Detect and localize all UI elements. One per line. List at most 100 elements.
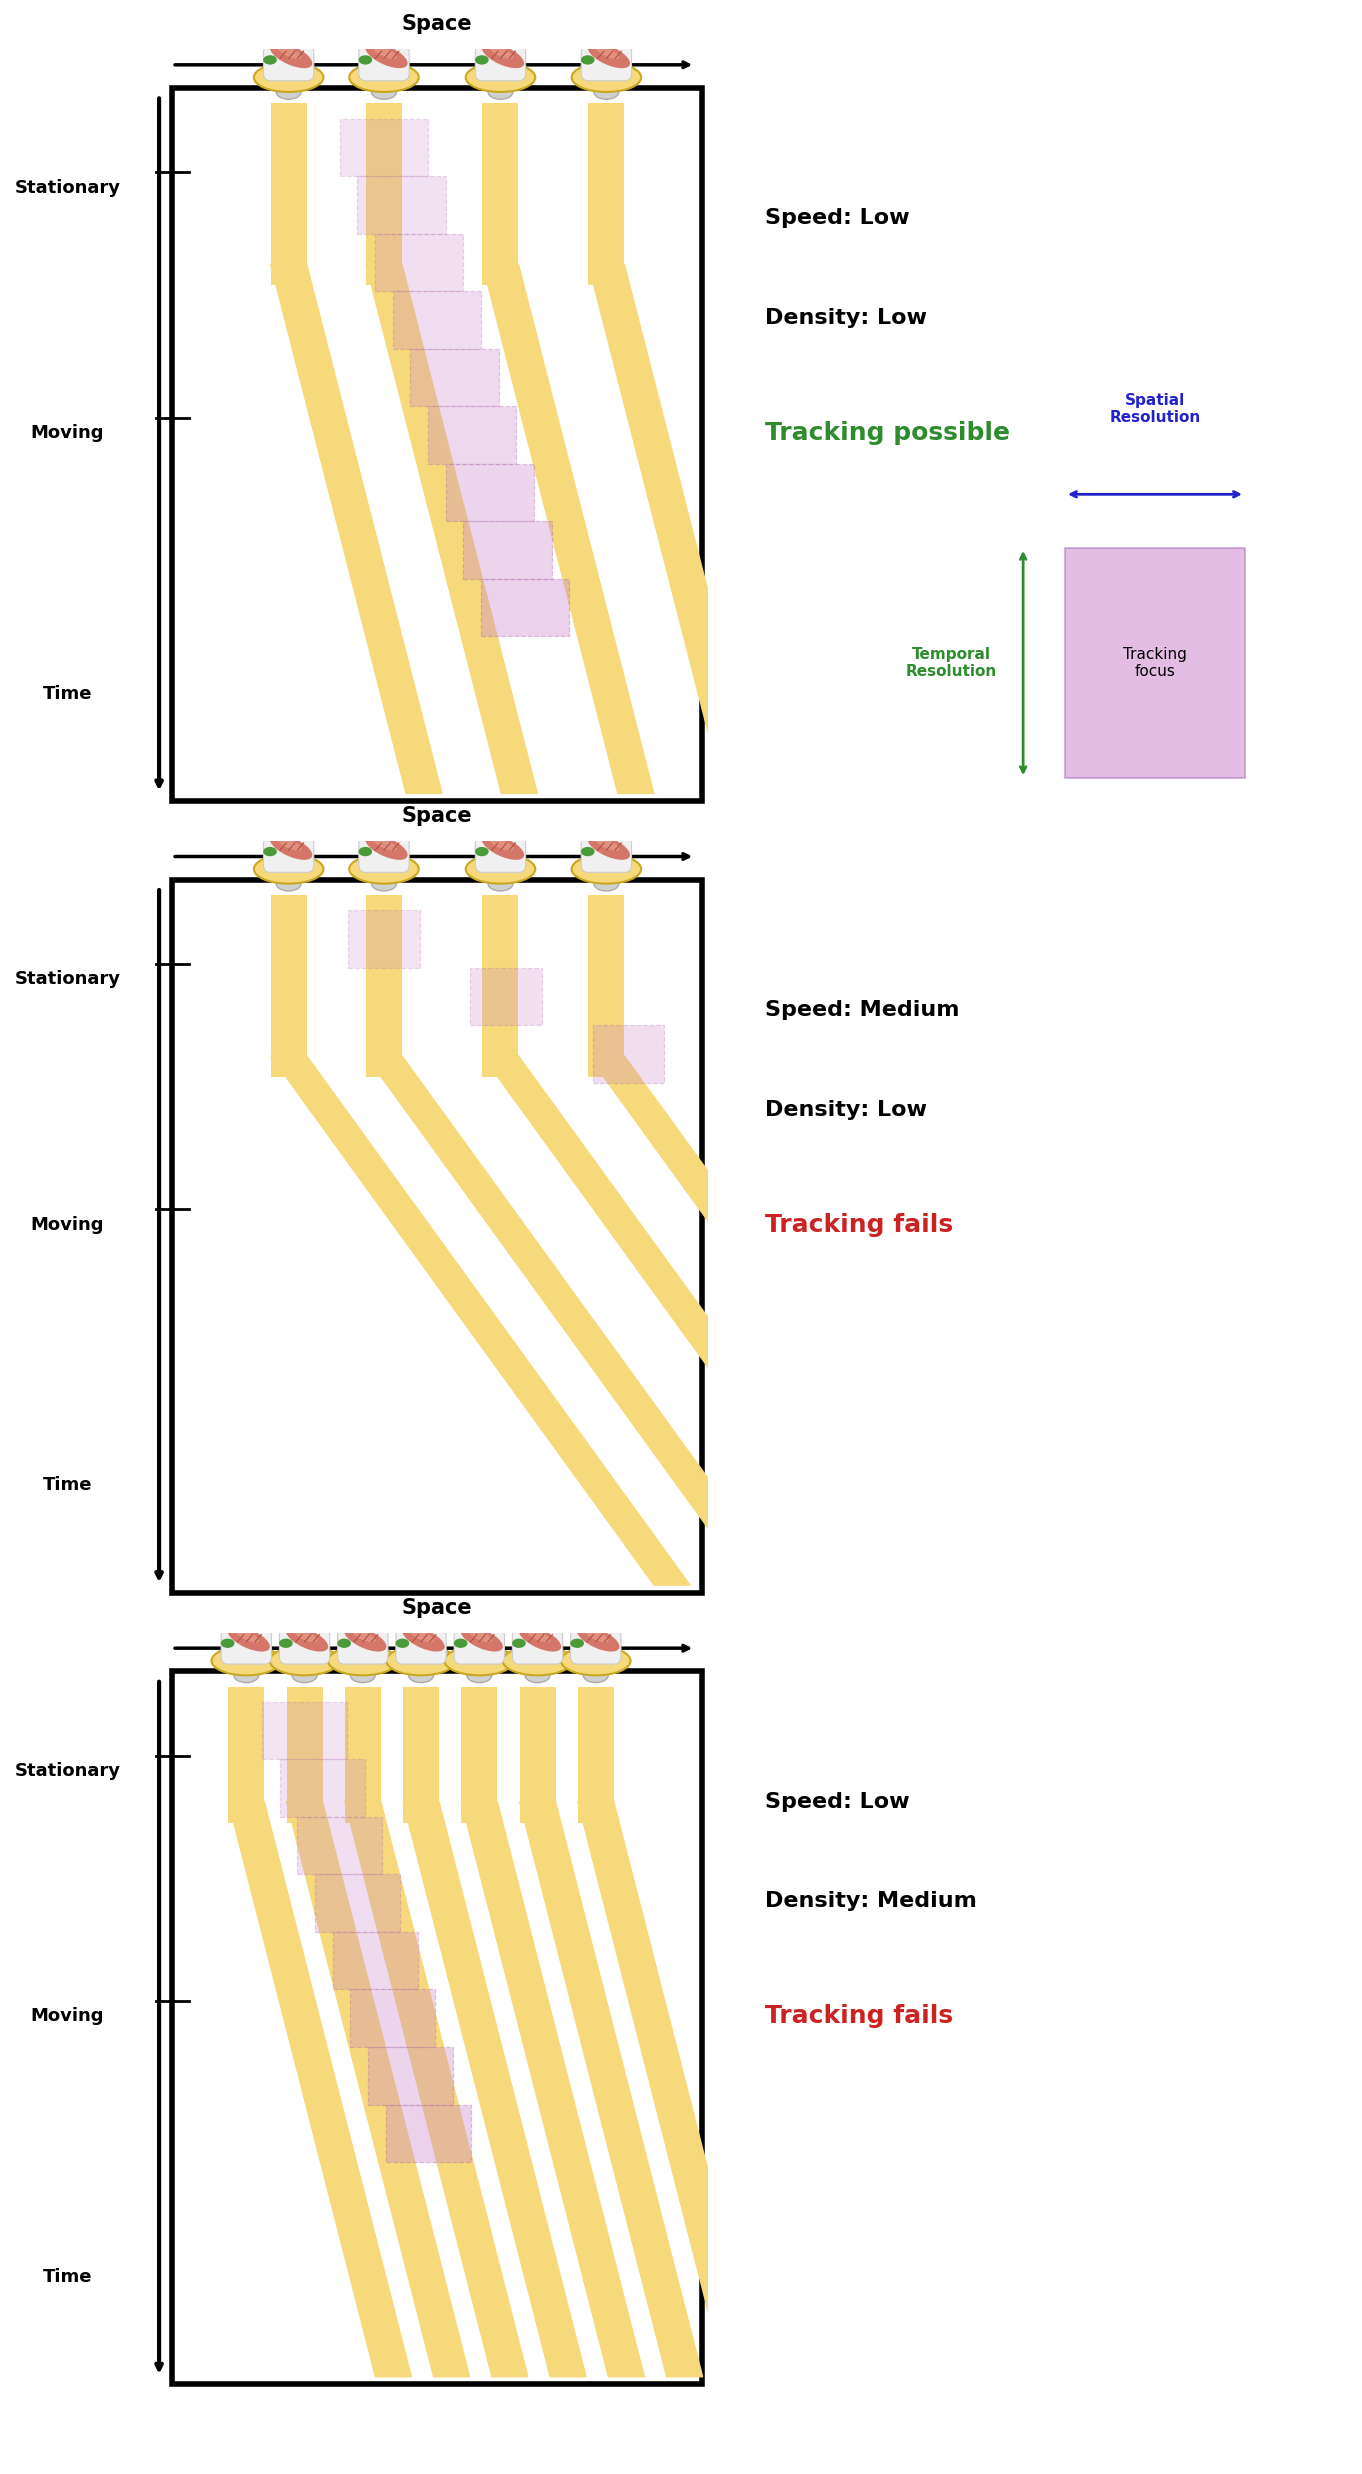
Bar xyxy=(286,1801,323,1823)
Polygon shape xyxy=(577,1801,761,2378)
Bar xyxy=(366,896,402,1056)
Text: Space: Space xyxy=(402,15,473,35)
Text: Speed: Medium: Speed: Medium xyxy=(765,999,960,1019)
Ellipse shape xyxy=(410,1630,434,1643)
Bar xyxy=(481,579,569,636)
Ellipse shape xyxy=(349,62,418,92)
FancyBboxPatch shape xyxy=(582,45,632,82)
Ellipse shape xyxy=(263,846,276,856)
Polygon shape xyxy=(519,1801,703,2378)
Bar xyxy=(588,104,624,265)
Bar xyxy=(357,176,445,233)
Ellipse shape xyxy=(350,1667,375,1682)
Bar xyxy=(271,265,306,285)
Bar xyxy=(345,1801,381,1823)
Ellipse shape xyxy=(488,876,513,891)
Ellipse shape xyxy=(577,1625,620,1653)
Bar xyxy=(462,1801,497,1823)
Bar xyxy=(271,896,306,1056)
Ellipse shape xyxy=(211,1645,281,1675)
Text: Density: Medium: Density: Medium xyxy=(765,1890,978,1912)
Bar xyxy=(428,406,516,463)
Ellipse shape xyxy=(263,54,276,64)
Polygon shape xyxy=(403,1801,586,2378)
Ellipse shape xyxy=(597,47,620,59)
Text: Density: Low: Density: Low xyxy=(765,1098,928,1121)
Ellipse shape xyxy=(469,1630,492,1643)
Ellipse shape xyxy=(270,42,312,69)
FancyBboxPatch shape xyxy=(396,1628,447,1665)
Ellipse shape xyxy=(490,839,513,851)
Text: Time: Time xyxy=(42,685,93,703)
FancyBboxPatch shape xyxy=(571,1628,621,1665)
Text: Moving: Moving xyxy=(31,2006,105,2026)
Ellipse shape xyxy=(387,1645,456,1675)
Ellipse shape xyxy=(286,1625,328,1653)
Text: Space: Space xyxy=(402,1598,473,1618)
Polygon shape xyxy=(482,265,654,794)
Bar xyxy=(410,349,498,406)
FancyBboxPatch shape xyxy=(338,1628,388,1665)
Text: Temporal
Resolution: Temporal Resolution xyxy=(906,646,997,680)
Ellipse shape xyxy=(253,854,323,883)
Ellipse shape xyxy=(586,1630,609,1643)
FancyBboxPatch shape xyxy=(582,836,632,873)
Bar xyxy=(297,1816,383,1875)
Bar xyxy=(470,967,542,1024)
Bar xyxy=(345,1687,381,1801)
Bar xyxy=(403,1687,439,1801)
Text: Tracking fails: Tracking fails xyxy=(765,1212,953,1237)
Ellipse shape xyxy=(373,839,396,851)
Bar xyxy=(366,265,402,285)
Text: Space: Space xyxy=(402,807,473,826)
Ellipse shape xyxy=(460,1625,503,1653)
Bar xyxy=(262,1702,347,1759)
Polygon shape xyxy=(366,1056,786,1586)
Text: Tracking possible: Tracking possible xyxy=(765,421,1011,445)
Ellipse shape xyxy=(270,1645,339,1675)
Ellipse shape xyxy=(294,1630,317,1643)
Ellipse shape xyxy=(582,54,595,64)
Text: Density: Low: Density: Low xyxy=(765,307,928,329)
Ellipse shape xyxy=(278,47,301,59)
Text: Spatial
Resolution: Spatial Resolution xyxy=(1110,393,1200,426)
Ellipse shape xyxy=(227,1625,270,1653)
Polygon shape xyxy=(271,265,441,794)
Bar xyxy=(172,881,701,1593)
Text: Time: Time xyxy=(42,1477,93,1494)
FancyBboxPatch shape xyxy=(358,45,409,82)
FancyBboxPatch shape xyxy=(358,836,409,873)
Ellipse shape xyxy=(353,1630,376,1643)
Bar xyxy=(482,104,519,265)
Bar xyxy=(229,1801,264,1823)
Bar xyxy=(332,1932,418,1989)
Bar xyxy=(588,896,624,1056)
Ellipse shape xyxy=(527,1630,550,1643)
Text: Speed: Low: Speed: Low xyxy=(765,1791,910,1811)
Bar xyxy=(577,1801,614,1823)
Polygon shape xyxy=(229,1801,411,2378)
Ellipse shape xyxy=(338,1638,351,1648)
Ellipse shape xyxy=(466,854,535,883)
Text: Tracking fails: Tracking fails xyxy=(765,2004,953,2029)
Ellipse shape xyxy=(583,1667,609,1682)
Ellipse shape xyxy=(561,1645,631,1675)
Ellipse shape xyxy=(358,54,372,64)
Ellipse shape xyxy=(475,54,489,64)
Ellipse shape xyxy=(270,834,312,861)
Ellipse shape xyxy=(572,62,642,92)
Ellipse shape xyxy=(349,854,418,883)
Bar xyxy=(445,463,534,522)
FancyBboxPatch shape xyxy=(263,836,313,873)
Ellipse shape xyxy=(345,1625,387,1653)
Text: Moving: Moving xyxy=(31,423,105,443)
Ellipse shape xyxy=(278,839,301,851)
FancyBboxPatch shape xyxy=(221,1628,271,1665)
Ellipse shape xyxy=(402,1625,445,1653)
Bar xyxy=(340,119,428,176)
Bar xyxy=(271,1056,306,1076)
Bar xyxy=(403,1801,439,1823)
Polygon shape xyxy=(366,265,537,794)
Bar xyxy=(349,910,419,967)
Ellipse shape xyxy=(587,42,631,69)
